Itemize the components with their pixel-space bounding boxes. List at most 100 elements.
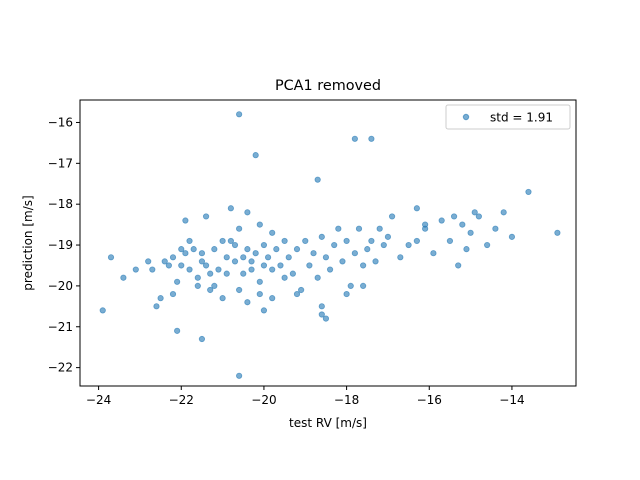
data-point bbox=[397, 254, 404, 261]
data-point bbox=[347, 282, 354, 289]
data-point bbox=[322, 315, 330, 322]
legend: std = 1.91 bbox=[445, 104, 571, 130]
data-point bbox=[244, 209, 251, 216]
data-point bbox=[475, 213, 482, 220]
data-point bbox=[260, 241, 268, 249]
y-axis-label: prediction [m/s] bbox=[21, 195, 35, 290]
data-point bbox=[132, 266, 139, 273]
data-point bbox=[343, 237, 350, 245]
data-point bbox=[500, 209, 507, 216]
data-point bbox=[211, 246, 218, 253]
data-point bbox=[360, 262, 367, 269]
data-point bbox=[281, 274, 288, 281]
data-point bbox=[455, 262, 462, 269]
data-point bbox=[174, 278, 181, 285]
data-point bbox=[351, 135, 358, 142]
data-point bbox=[207, 270, 214, 277]
data-point bbox=[298, 286, 305, 294]
data-point bbox=[240, 254, 247, 261]
data-point bbox=[182, 217, 189, 224]
data-point bbox=[289, 270, 296, 277]
data-point bbox=[554, 229, 561, 236]
data-point bbox=[467, 229, 474, 236]
y-tick-label: −20 bbox=[48, 279, 73, 293]
x-axis-label: test RV [m/s] bbox=[289, 416, 367, 430]
data-point bbox=[302, 237, 309, 245]
data-point bbox=[223, 254, 230, 261]
data-point bbox=[219, 237, 226, 245]
data-point bbox=[236, 111, 243, 118]
data-point bbox=[223, 270, 230, 277]
data-point bbox=[202, 262, 210, 269]
data-point bbox=[326, 266, 334, 273]
data-point bbox=[157, 295, 164, 302]
data-point bbox=[240, 270, 247, 277]
data-point bbox=[207, 286, 214, 294]
ticks-layer: −24 −22 −20 −18 −16 −14 −22 −21 −20 −19 −18 −17 −16 bbox=[48, 115, 525, 407]
data-point bbox=[264, 254, 272, 261]
data-point bbox=[186, 237, 193, 245]
data-point bbox=[252, 152, 259, 159]
y-tick-label: −18 bbox=[48, 197, 73, 211]
data-point bbox=[372, 258, 379, 265]
y-tick-label: −21 bbox=[48, 320, 73, 334]
data-point bbox=[269, 295, 276, 302]
data-point bbox=[244, 246, 251, 253]
data-point bbox=[269, 266, 276, 273]
data-point bbox=[277, 262, 284, 269]
data-point bbox=[285, 254, 292, 261]
data-point bbox=[380, 241, 387, 249]
data-point bbox=[484, 241, 491, 249]
legend-box bbox=[445, 104, 571, 130]
data-point bbox=[293, 290, 301, 298]
data-point bbox=[314, 176, 321, 183]
data-point bbox=[492, 225, 499, 232]
data-point bbox=[471, 209, 478, 216]
y-tick-label: −19 bbox=[48, 238, 73, 252]
data-point bbox=[236, 372, 243, 379]
data-point bbox=[169, 290, 177, 298]
data-point bbox=[273, 246, 280, 253]
data-point bbox=[293, 246, 301, 253]
data-point bbox=[364, 246, 371, 253]
data-point bbox=[231, 241, 239, 249]
data-point bbox=[145, 258, 152, 265]
data-point bbox=[413, 205, 420, 212]
plot-area-frame bbox=[79, 99, 577, 387]
data-point bbox=[339, 258, 346, 265]
data-point bbox=[525, 188, 532, 196]
data-point bbox=[198, 250, 206, 257]
data-point bbox=[256, 290, 263, 298]
data-point bbox=[244, 299, 251, 306]
data-point bbox=[182, 250, 189, 257]
data-point bbox=[236, 225, 243, 232]
data-point bbox=[161, 258, 168, 265]
data-point bbox=[331, 241, 338, 249]
data-point bbox=[438, 217, 445, 224]
data-point bbox=[215, 266, 222, 273]
data-point bbox=[422, 221, 429, 228]
data-point bbox=[219, 295, 226, 302]
data-point bbox=[310, 250, 317, 257]
data-point bbox=[174, 327, 181, 334]
data-point bbox=[318, 311, 325, 318]
data-point bbox=[99, 307, 106, 314]
data-point bbox=[236, 286, 243, 294]
x-tick-label: −14 bbox=[499, 393, 524, 407]
data-point bbox=[248, 258, 255, 265]
data-point bbox=[256, 221, 263, 228]
data-point bbox=[107, 254, 115, 261]
data-point bbox=[360, 282, 367, 289]
data-point bbox=[149, 266, 156, 273]
data-point bbox=[260, 262, 268, 269]
data-point bbox=[376, 225, 383, 232]
data-point bbox=[351, 250, 358, 257]
data-point bbox=[198, 335, 206, 343]
data-point bbox=[446, 237, 454, 245]
data-point bbox=[178, 246, 185, 253]
data-point bbox=[388, 213, 396, 220]
data-point bbox=[318, 233, 325, 240]
data-point bbox=[169, 254, 177, 261]
data-point bbox=[202, 213, 210, 220]
